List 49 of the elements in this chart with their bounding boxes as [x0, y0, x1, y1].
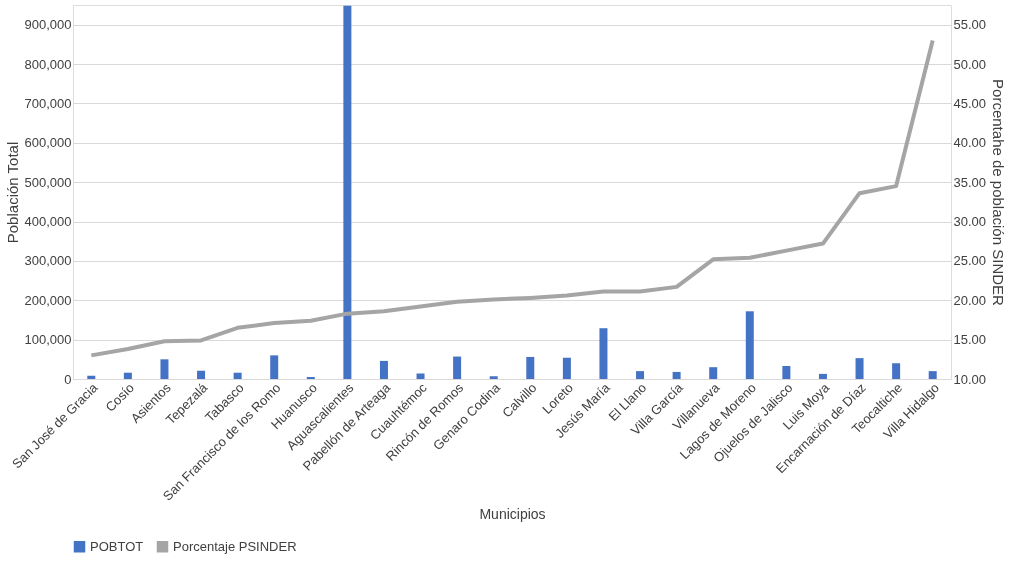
bar	[599, 328, 608, 379]
y-tick-label: 0	[64, 371, 72, 387]
bar	[233, 372, 242, 379]
y2-tick-label: 25.00	[953, 253, 987, 269]
bar	[379, 360, 388, 379]
y-tick-label: 900,000	[24, 17, 72, 33]
x-axis-title: Municipios	[479, 505, 546, 522]
bar	[197, 370, 206, 379]
bar	[87, 375, 96, 379]
y-tick-label: 800,000	[24, 56, 72, 72]
y-tick-label: 600,000	[24, 135, 72, 151]
bar	[123, 372, 132, 379]
y2-tick-label: 35.00	[953, 174, 987, 190]
y2-tick-label: 15.00	[953, 332, 987, 348]
bar	[782, 366, 791, 379]
y-tick-label: 100,000	[24, 332, 72, 348]
bar	[562, 357, 571, 379]
y-axis-title: Población Total	[3, 141, 21, 244]
bar	[270, 355, 279, 379]
y2-tick-label: 10.00	[953, 371, 987, 387]
y2-tick-label: 55.00	[953, 17, 987, 33]
bar	[489, 376, 498, 379]
bar	[672, 371, 681, 379]
bar	[343, 5, 352, 379]
legend-label: Porcentaje PSINDER	[173, 538, 297, 554]
legend-label: POBTOT	[90, 538, 144, 554]
line-series	[89, 38, 935, 358]
y-tick-label: 700,000	[24, 95, 72, 111]
y2-tick-label: 45.00	[953, 95, 987, 111]
bar	[892, 363, 901, 379]
y2-tick-label: 50.00	[953, 56, 987, 72]
bar	[416, 373, 425, 379]
y2-axis-title: Porcentahe de población SINDER	[990, 79, 1008, 307]
bar	[745, 311, 754, 379]
y2-tick-label: 30.00	[953, 214, 987, 230]
y2-tick-label: 40.00	[953, 135, 987, 151]
bar	[636, 371, 645, 379]
bar	[928, 371, 937, 379]
bar	[818, 373, 827, 379]
bar	[526, 356, 535, 379]
bar	[709, 367, 718, 379]
y2-tick-label: 20.00	[953, 292, 987, 308]
y-tick-label: 400,000	[24, 214, 72, 230]
bar	[160, 359, 169, 379]
y-tick-label: 300,000	[24, 253, 72, 269]
y-tick-label: 500,000	[24, 174, 72, 190]
y-tick-label: 200,000	[24, 292, 72, 308]
bar	[453, 356, 462, 379]
bar	[855, 358, 864, 379]
